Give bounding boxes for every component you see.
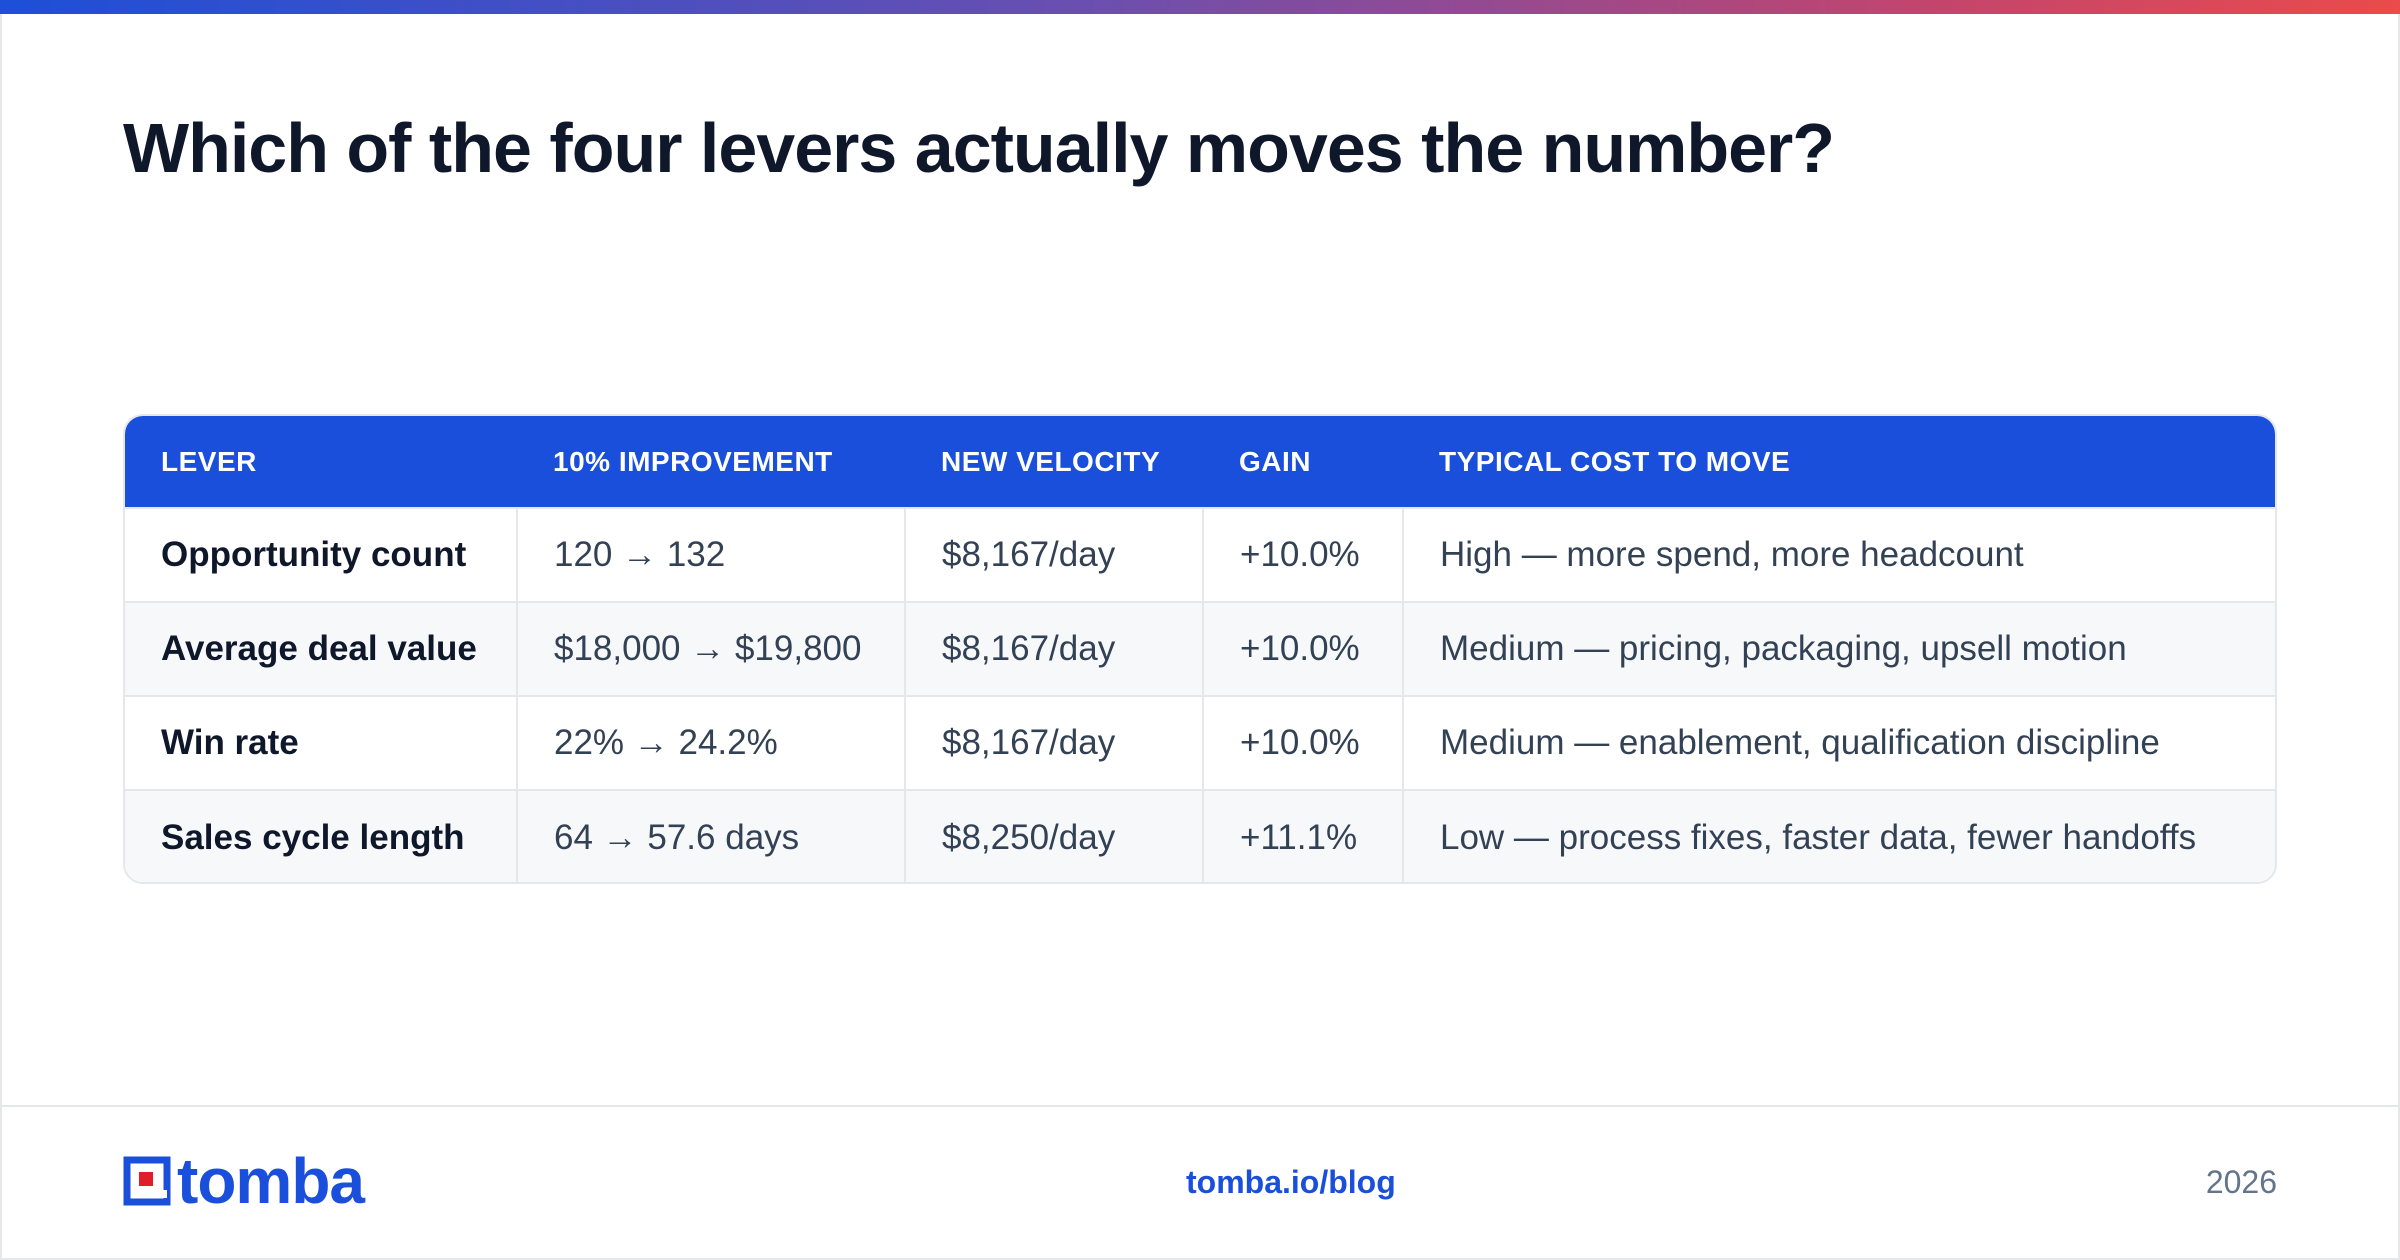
cost-cell: Low — process fixes, faster data, fewer … (1403, 789, 2275, 882)
velocity-cell: $8,167/day (905, 507, 1204, 602)
header-new-velocity: NEW VELOCITY (941, 445, 1161, 477)
header-improvement: 10% IMPROVEMENT (553, 445, 833, 477)
table-row: Opportunity count 120 → 132 $8,167/day +… (125, 507, 2275, 602)
velocity-cell: $8,250/day (905, 789, 1204, 882)
gain-cell: +10.0% (1203, 695, 1404, 790)
lever-cell: Sales cycle length (125, 789, 518, 882)
tomba-logo[interactable]: tomba (123, 1145, 365, 1217)
cost-cell: Medium — pricing, packaging, upsell moti… (1403, 601, 2275, 696)
cost-cell: Medium — enablement, qualification disci… (1403, 695, 2275, 790)
velocity-cell: $8,167/day (905, 695, 1204, 790)
header-lever: LEVER (161, 445, 257, 477)
header-cost: TYPICAL COST TO MOVE (1439, 445, 1791, 477)
blog-link[interactable]: tomba.io/blog (1186, 1164, 1396, 1200)
lever-cell: Average deal value (125, 601, 518, 696)
gain-cell: +10.0% (1203, 507, 1404, 602)
table-header-row: LEVER 10% IMPROVEMENT NEW VELOCITY GAIN … (125, 416, 2275, 508)
gain-cell: +11.1% (1203, 789, 1404, 882)
improvement-cell: 22% → 24.2% (517, 695, 906, 790)
lever-cell: Opportunity count (125, 507, 518, 602)
footer-year: 2026 (2205, 1164, 2277, 1200)
cost-cell: High — more spend, more headcount (1403, 507, 2275, 602)
table-row: Sales cycle length 64 → 57.6 days $8,250… (125, 789, 2275, 882)
lever-cell: Win rate (125, 695, 518, 790)
improvement-cell: $18,000 → $19,800 (517, 601, 906, 696)
levers-table: LEVER 10% IMPROVEMENT NEW VELOCITY GAIN … (123, 414, 2277, 884)
improvement-cell: 120 → 132 (517, 507, 906, 602)
footer-divider (0, 1105, 2400, 1107)
table-row: Win rate 22% → 24.2% $8,167/day +10.0% M… (125, 695, 2275, 790)
velocity-cell: $8,167/day (905, 601, 1204, 696)
table-row: Average deal value $18,000 → $19,800 $8,… (125, 601, 2275, 696)
header-gain: GAIN (1239, 445, 1311, 477)
gain-cell: +10.0% (1203, 601, 1404, 696)
logo-wordmark: tomba (177, 1145, 365, 1217)
page-title: Which of the four levers actually moves … (123, 109, 1835, 187)
gradient-top-bar (0, 0, 2400, 14)
improvement-cell: 64 → 57.6 days (517, 789, 906, 882)
tomba-logo-icon (123, 1156, 171, 1206)
